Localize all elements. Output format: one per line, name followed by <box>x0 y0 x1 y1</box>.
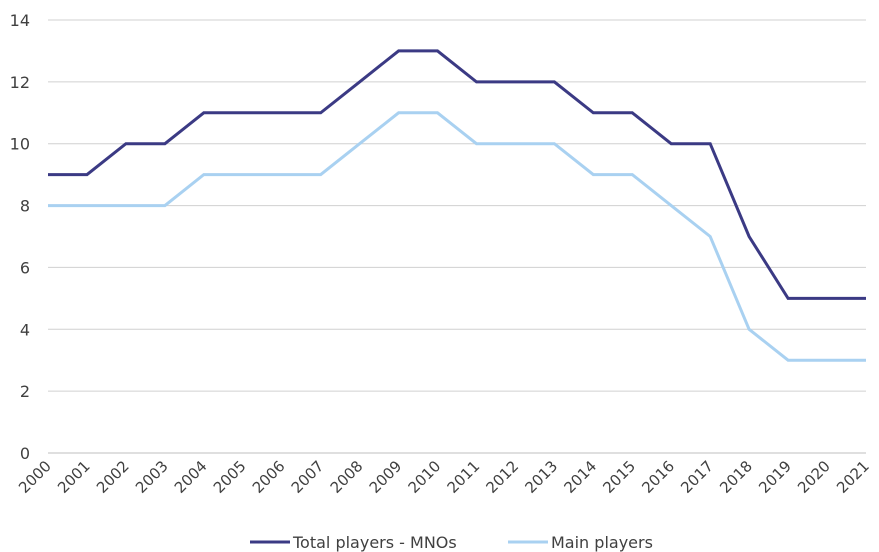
x-tick-label: 2018 <box>716 457 756 497</box>
legend-label-series-2: Main players <box>551 533 653 552</box>
x-tick-label: 2019 <box>755 457 795 497</box>
x-tick-label: 2000 <box>15 457 55 497</box>
x-tick-label: 2016 <box>638 457 678 497</box>
x-tick-label: 2009 <box>366 457 406 497</box>
series-line-1 <box>48 49 866 300</box>
y-axis-ticks: 0 2 4 6 8 10 12 14 <box>10 11 30 463</box>
series-line-2 <box>48 111 866 362</box>
x-tick-label: 2020 <box>794 457 834 497</box>
y-tick-label: 10 <box>10 135 30 154</box>
x-axis-ticks: 2000 2001 2002 2003 2004 2005 2006 2007 2008 2009… <box>15 457 873 497</box>
y-tick-label: 6 <box>20 258 30 277</box>
x-tick-label: 2013 <box>521 457 561 497</box>
x-tick-label: 2010 <box>405 457 445 497</box>
y-tick-label: 8 <box>20 197 30 216</box>
x-tick-label: 2021 <box>833 457 873 497</box>
y-tick-label: 4 <box>20 320 30 339</box>
series-lines <box>48 49 866 362</box>
gridlines <box>48 19 866 454</box>
x-tick-label: 2008 <box>327 457 367 497</box>
x-tick-label: 2011 <box>444 457 484 497</box>
x-tick-label: 2015 <box>599 457 639 497</box>
y-tick-label: 14 <box>10 11 30 30</box>
x-tick-label: 2014 <box>560 457 600 497</box>
y-tick-label: 0 <box>20 444 30 463</box>
x-tick-label: 2002 <box>93 457 133 497</box>
x-tick-label: 2007 <box>288 457 328 497</box>
y-tick-label: 2 <box>20 382 30 401</box>
x-tick-label: 2006 <box>249 457 289 497</box>
x-tick-label: 2001 <box>54 457 94 497</box>
legend: Total players - MNOs Main players <box>250 533 653 552</box>
legend-label-series-1: Total players - MNOs <box>292 533 457 552</box>
y-tick-label: 12 <box>10 73 30 92</box>
x-tick-label: 2004 <box>171 457 211 497</box>
x-tick-label: 2017 <box>677 457 717 497</box>
x-tick-label: 2003 <box>132 457 172 497</box>
x-tick-label: 2012 <box>483 457 523 497</box>
x-tick-label: 2005 <box>210 457 250 497</box>
